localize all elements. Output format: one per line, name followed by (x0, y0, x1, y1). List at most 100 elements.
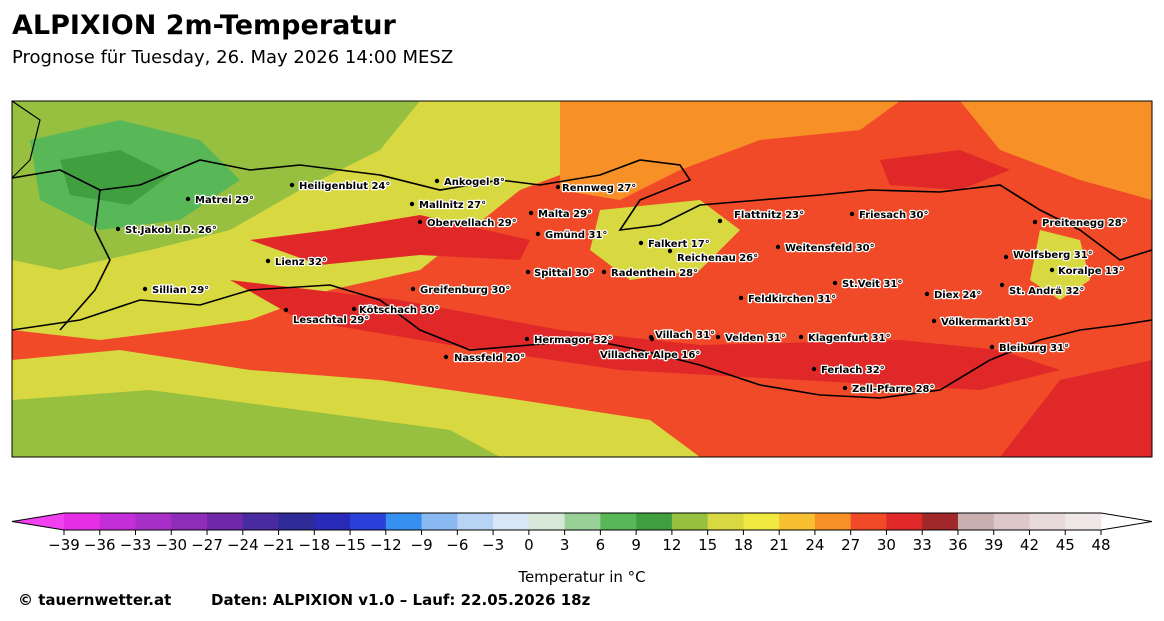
colorbar-tick-label: 45 (1056, 536, 1075, 554)
city-dot (265, 258, 271, 264)
colorbar-segment (385, 513, 423, 530)
colorbar-segment (278, 513, 315, 530)
colorbar-over (1101, 513, 1152, 530)
colorbar-segment (171, 513, 208, 530)
city-dot (535, 231, 541, 237)
colorbar-label: Temperatur in °C (517, 568, 645, 586)
colorbar-tick-label: 27 (841, 536, 860, 554)
colorbar-segment (886, 513, 923, 530)
city-label: Völkermarkt 31° (941, 317, 1033, 328)
city-label: Diex 24° (934, 290, 981, 301)
city-label: Weitensfeld 30° (785, 243, 875, 254)
city-dot (717, 218, 723, 224)
city-label: Nassfeld 20° (454, 353, 525, 364)
city-dot (417, 219, 423, 225)
city-label: Ankogel 8° (444, 177, 505, 188)
city-dot (738, 295, 744, 301)
colorbar-segment (814, 513, 852, 530)
city-label: Kötschach 30° (359, 305, 439, 316)
colorbar-under (12, 513, 64, 530)
city-label: Hermagor 32° (534, 335, 613, 346)
colorbar-segment (207, 513, 244, 530)
colorbar-segment (314, 513, 351, 530)
colorbar-segment (636, 513, 673, 530)
city-dot (638, 240, 644, 246)
city-label: St.Veit 31° (842, 279, 902, 290)
subtitle: Prognose für Tuesday, 26. May 2026 14:00… (12, 47, 453, 68)
colorbar-tick-label: −39 (48, 536, 80, 554)
city-label: Greifenburg 30° (420, 285, 510, 296)
colorbar-tick-label: 18 (734, 536, 753, 554)
colorbar-segment (707, 513, 744, 530)
colorbar-segment (457, 513, 494, 530)
colorbar-segment (922, 513, 959, 530)
city-label: Flattnitz 23° (734, 210, 804, 221)
colorbar-segment (242, 513, 280, 530)
colorbar-tick-label: −36 (84, 536, 116, 554)
city-dot (289, 182, 295, 188)
city-label: Koralpe 13° (1058, 266, 1124, 277)
colorbar-tick-label: −30 (155, 536, 187, 554)
colorbar-segment (850, 513, 887, 530)
city-dot (601, 269, 607, 275)
city-label: St. Andrä 32° (1009, 286, 1084, 297)
colorbar-tick-label: −15 (334, 536, 366, 554)
colorbar-segment (600, 513, 637, 530)
colorbar-tick-label: 30 (877, 536, 896, 554)
colorbar-segment (528, 513, 566, 530)
city-dot (775, 244, 781, 250)
city-label: Friesach 30° (859, 210, 928, 221)
city-label: Gmünd 31° (545, 230, 607, 241)
colorbar-segment (135, 513, 172, 530)
colorbar-segment (743, 513, 780, 530)
city-label: Wolfsberg 31° (1013, 250, 1093, 261)
city-dot (667, 248, 673, 254)
colorbar-tick-label: −9 (411, 536, 433, 554)
colorbar-tick-label: 9 (631, 536, 641, 554)
colorbar-tick-label: −21 (263, 536, 295, 554)
colorbar-tick-label: 0 (524, 536, 534, 554)
colorbar-segment (99, 513, 137, 530)
city-dot (649, 336, 655, 342)
colorbar-tick-label: −24 (227, 536, 259, 554)
city-label: Malta 29° (538, 209, 592, 220)
colorbar-tick-label: 36 (948, 536, 967, 554)
city-label: Matrei 29° (195, 195, 254, 206)
colorbar-tick-label: 33 (913, 536, 932, 554)
city-label: Mallnitz 27° (419, 200, 486, 211)
city-label: Spittal 30° (534, 268, 594, 279)
colorbar-segment (493, 513, 530, 530)
map-frame (11, 100, 1153, 458)
city-dot (1032, 219, 1038, 225)
city-label: Obervellach 29° (427, 218, 517, 229)
city-dot (811, 366, 817, 372)
title: ALPIXION 2m-Temperatur (12, 10, 396, 41)
colorbar-tick-label: −27 (191, 536, 223, 554)
city-dot (989, 344, 995, 350)
city-dot (410, 286, 416, 292)
city-label: Lesachtal 29° (293, 315, 369, 326)
city-label: Heiligenblut 24° (299, 181, 390, 192)
colorbar-tick-label: 12 (662, 536, 681, 554)
city-dot (924, 291, 930, 297)
city-dot (115, 226, 121, 232)
colorbar-segment (564, 513, 601, 530)
city-dot (555, 184, 561, 190)
city-label: Lienz 32° (275, 257, 327, 268)
colorbar-segment (1065, 513, 1102, 530)
city-dot (999, 282, 1005, 288)
colorbar-tick-label: 6 (596, 536, 606, 554)
city-dot (842, 385, 848, 391)
colorbar-tick-label: 15 (698, 536, 717, 554)
city-dot (351, 306, 357, 312)
colorbar-tick-label: −3 (482, 536, 504, 554)
colorbar-tick-label: −18 (298, 536, 330, 554)
city-label: Velden 31° (725, 333, 786, 344)
colorbar-tick-label: 3 (560, 536, 570, 554)
colorbar-segment (1029, 513, 1066, 530)
city-label: Ferlach 32° (821, 365, 885, 376)
colorbar-tick-label: −12 (370, 536, 402, 554)
city-dot (849, 211, 855, 217)
city-label: Rennweg 27° (562, 183, 636, 194)
